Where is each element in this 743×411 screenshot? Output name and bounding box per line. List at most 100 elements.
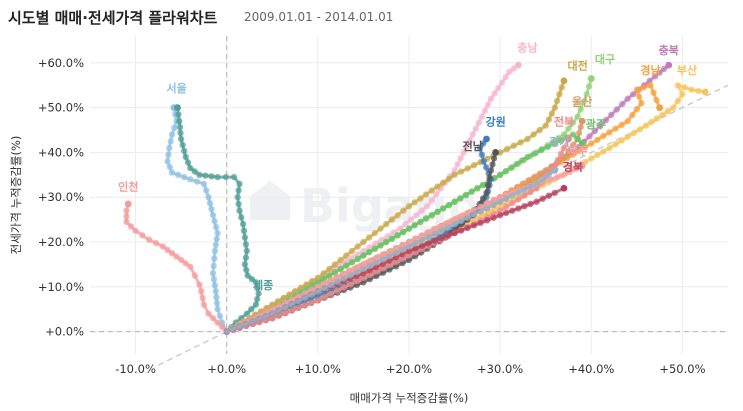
data-point	[602, 117, 610, 124]
data-point	[451, 171, 458, 178]
data-point	[181, 147, 188, 155]
data-point	[211, 255, 218, 262]
data-point	[597, 122, 604, 129]
data-point	[560, 144, 568, 152]
data-point	[619, 100, 626, 108]
x-tick-label: +40.0%	[568, 362, 614, 376]
data-point	[340, 275, 348, 282]
data-point	[566, 168, 574, 176]
data-point	[503, 145, 511, 153]
data-point	[470, 206, 478, 214]
data-point	[556, 91, 563, 98]
data-point	[445, 201, 453, 209]
data-point	[383, 220, 390, 228]
data-point	[187, 164, 194, 172]
data-point	[146, 236, 153, 243]
data-point	[653, 115, 661, 122]
data-point	[366, 267, 374, 274]
data-point	[565, 147, 572, 155]
data-point	[347, 267, 354, 274]
data-point	[353, 277, 361, 285]
data-point	[630, 129, 637, 137]
data-point	[314, 297, 322, 304]
data-point	[334, 287, 341, 294]
data-point	[575, 129, 583, 137]
data-point	[475, 119, 483, 126]
data-point	[545, 192, 552, 199]
data-point	[544, 143, 552, 151]
series-label: 제주	[567, 144, 587, 158]
data-point	[551, 189, 558, 196]
data-point	[524, 153, 531, 161]
data-point	[209, 315, 217, 322]
data-point	[451, 167, 458, 174]
data-point	[234, 194, 241, 201]
series-label: 광주	[586, 118, 606, 131]
data-point	[551, 104, 558, 111]
data-point	[354, 243, 361, 250]
data-point	[476, 144, 484, 152]
data-point	[594, 151, 601, 159]
data-point	[388, 216, 396, 223]
data-point	[664, 108, 671, 115]
data-point	[502, 168, 509, 175]
data-point	[239, 220, 247, 228]
data-point	[166, 163, 173, 171]
data-point	[211, 247, 219, 255]
data-point	[612, 141, 619, 148]
data-point	[606, 144, 613, 152]
data-point	[379, 265, 387, 272]
data-point	[230, 173, 238, 181]
data-point	[222, 173, 229, 181]
data-point	[464, 165, 471, 172]
data-point	[464, 224, 471, 232]
data-point	[533, 198, 540, 205]
x-tick-label: +0.0%	[207, 362, 246, 376]
data-point	[574, 113, 581, 120]
data-point	[412, 240, 419, 247]
data-point	[444, 219, 452, 226]
data-point	[213, 294, 220, 301]
data-point	[399, 255, 406, 262]
data-point	[600, 148, 607, 155]
data-point	[503, 203, 510, 211]
data-point	[399, 242, 406, 249]
data-point	[173, 253, 180, 260]
data-point	[177, 129, 184, 137]
data-point	[347, 272, 354, 279]
data-point	[509, 192, 516, 199]
data-point	[569, 119, 577, 126]
data-point	[656, 104, 664, 112]
data-point	[348, 247, 356, 255]
data-point	[674, 97, 682, 105]
data-point	[462, 191, 470, 199]
data-point	[483, 189, 490, 196]
data-point	[254, 284, 261, 292]
data-point	[366, 262, 374, 269]
x-tick-label: +10.0%	[295, 362, 341, 376]
data-point	[636, 126, 644, 133]
y-tick-label: +30.0%	[38, 190, 84, 204]
data-point	[123, 207, 130, 214]
data-point	[343, 262, 350, 269]
data-point	[394, 232, 401, 239]
series-label: 서울	[166, 81, 186, 95]
data-point	[360, 247, 367, 255]
data-point	[208, 206, 215, 213]
data-point	[553, 97, 561, 105]
data-point	[388, 235, 396, 242]
data-point	[295, 304, 302, 312]
data-point	[484, 101, 492, 108]
data-point	[524, 135, 531, 143]
data-point	[635, 93, 643, 100]
data-point	[366, 275, 374, 283]
data-point	[241, 234, 249, 241]
data-point	[417, 218, 424, 226]
data-point	[291, 288, 299, 295]
data-point	[366, 271, 374, 278]
chart-title: 시도별 매매·전세가격 플라워차트	[8, 9, 218, 27]
data-point	[412, 245, 419, 252]
data-point	[591, 127, 599, 135]
series-label: 충북	[659, 43, 679, 57]
data-point	[262, 313, 269, 320]
